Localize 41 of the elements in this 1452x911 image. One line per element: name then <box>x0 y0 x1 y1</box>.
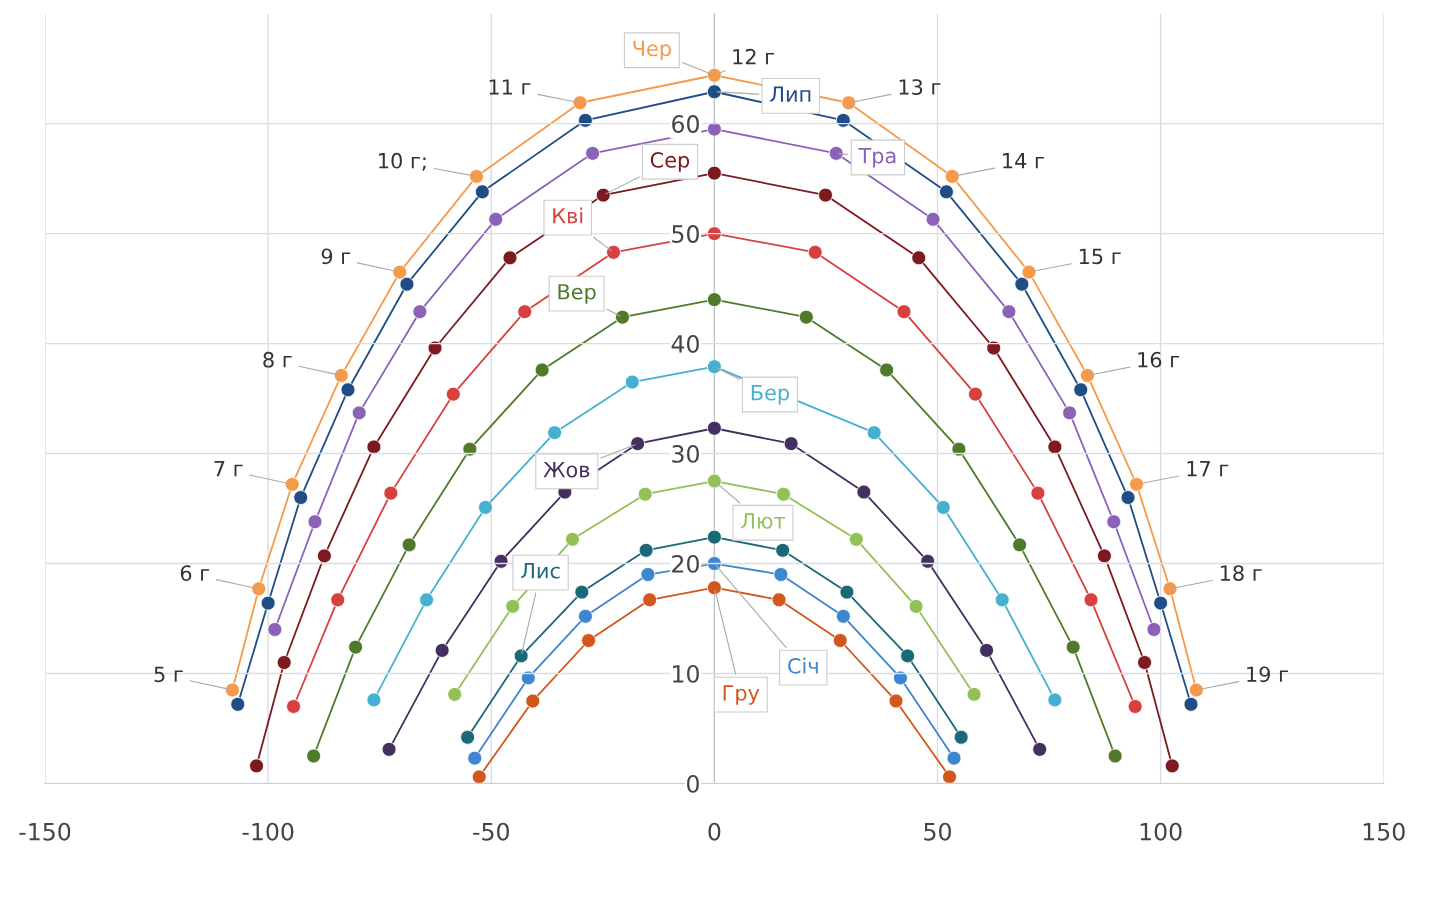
annotation: 12 г <box>733 48 775 65</box>
annotation: 10 г; <box>379 152 426 171</box>
x-tick-label: 150 <box>1363 822 1405 841</box>
series-label: Сер <box>650 152 690 172</box>
x-tick-label: -150 <box>19 822 71 841</box>
text: Січ <box>788 657 818 674</box>
series-label: Лют <box>741 513 786 529</box>
x-tick-label: -50 <box>473 822 509 841</box>
x-tick-label: -100 <box>242 822 294 841</box>
x-tick-label: 0 <box>708 822 721 841</box>
annotation: 9 г <box>321 248 351 265</box>
text: Гру <box>723 685 760 705</box>
series-label: Жов <box>543 461 590 478</box>
annotation: 7 г <box>214 461 243 477</box>
x-tick-label: 50 <box>924 822 951 841</box>
annotation: 6 г <box>180 565 210 581</box>
annotation: 5 г <box>154 666 183 683</box>
series-label: Чер <box>633 40 671 61</box>
annotation: 18 г <box>1220 565 1262 581</box>
series-label: Тра <box>858 148 896 168</box>
y-tick-label: 20 <box>672 554 699 573</box>
x-tick-label: 100 <box>1140 822 1182 841</box>
annotation: 15 г <box>1079 248 1121 265</box>
annotation: 8 г <box>263 351 292 368</box>
y-tick-label: 50 <box>672 225 699 243</box>
annotation: 19 г <box>1247 666 1288 683</box>
y-tick-label: 0 <box>687 774 699 793</box>
series-label: Лип <box>770 86 811 102</box>
y-tick-label: 30 <box>672 444 699 463</box>
series-label: Кві <box>553 207 583 224</box>
y-tick-label: 60 <box>672 115 699 133</box>
series-label: Вер <box>558 284 596 304</box>
series-label: Лис <box>521 563 560 579</box>
y-tick-label: 40 <box>671 335 699 353</box>
annotation: 13 г <box>899 79 941 95</box>
annotation: 14 г <box>1003 153 1044 169</box>
series-label: Бер <box>751 385 789 405</box>
y-tick-label: 10 <box>673 664 699 683</box>
annotation: 11 г <box>489 79 531 95</box>
annotation: 17 г <box>1187 461 1229 477</box>
annotation: 16 г <box>1138 351 1180 368</box>
